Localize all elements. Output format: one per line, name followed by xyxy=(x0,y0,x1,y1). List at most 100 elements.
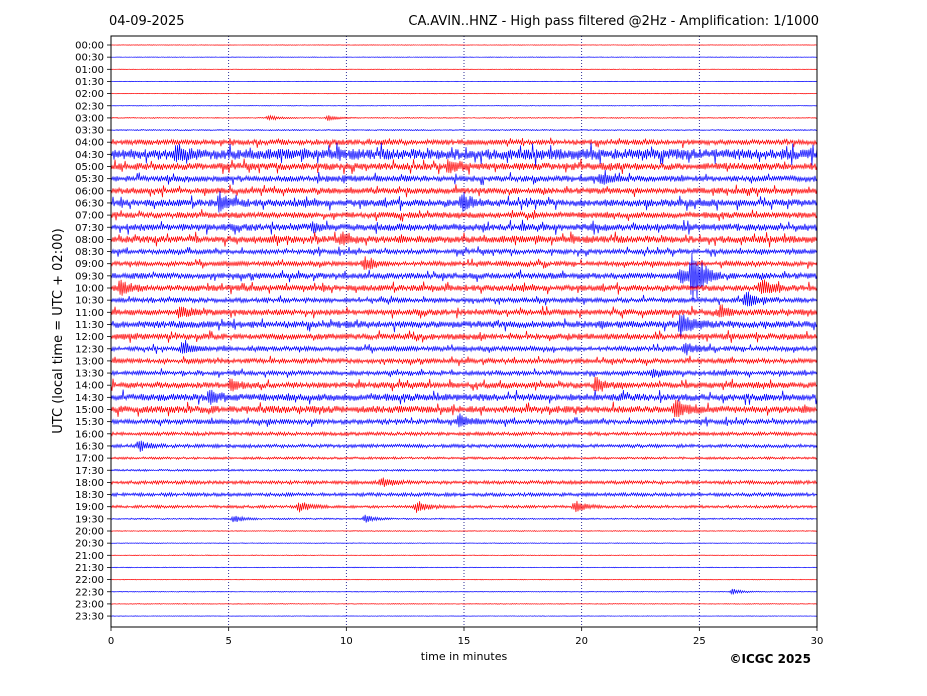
x-tick-label: 0 xyxy=(108,636,114,647)
trace-row-0330 xyxy=(110,128,818,132)
trace-row-1600 xyxy=(110,430,818,437)
date-label: 04-09-2025 xyxy=(109,14,185,29)
y-tick-label: 22:30 xyxy=(75,587,104,598)
trace-row-0800 xyxy=(110,231,818,248)
x-axis-label: time in minutes xyxy=(421,650,508,663)
y-tick-label: 20:30 xyxy=(75,539,104,550)
x-tick-label: 15 xyxy=(458,636,471,647)
trace-row-2100 xyxy=(110,554,818,557)
trace-row-0900 xyxy=(110,256,818,270)
x-tick-label: 20 xyxy=(575,636,588,647)
trace-row-1900 xyxy=(110,500,818,513)
y-tick-label: 00:30 xyxy=(75,53,104,64)
y-tick-label: 14:30 xyxy=(75,393,104,404)
trace-row-2030 xyxy=(110,542,818,544)
trace-row-0400 xyxy=(110,137,818,148)
y-tick-label: 10:30 xyxy=(75,296,104,307)
y-tick-label: 15:30 xyxy=(75,417,104,428)
copyright-label: ©ICGC 2025 xyxy=(729,652,811,666)
y-tick-label: 04:30 xyxy=(75,150,104,161)
x-tick-label: 5 xyxy=(225,636,231,647)
y-tick-label: 16:00 xyxy=(75,429,104,440)
trace-row-1000 xyxy=(110,279,818,296)
trace-row-1200 xyxy=(110,330,818,343)
y-tick-label: 05:30 xyxy=(75,174,104,185)
trace-row-1800 xyxy=(110,477,818,488)
chart-title: CA.AVIN..HNZ - High pass filtered @2Hz -… xyxy=(408,14,819,29)
y-tick-label: 21:00 xyxy=(75,551,104,562)
y-tick-label: 03:30 xyxy=(75,126,104,137)
x-tick-labels: 0 5 10 15 20 25 30 xyxy=(108,627,824,647)
trace-row-2300 xyxy=(110,603,818,605)
trace-row-1430 xyxy=(110,389,818,406)
trace-row-0600 xyxy=(110,184,818,198)
trace-row-1300 xyxy=(110,355,818,367)
trace-row-2200 xyxy=(110,578,818,581)
trace-row-2000 xyxy=(110,530,818,532)
y-tick-label: 12:00 xyxy=(75,332,104,343)
y-tick-label: 06:00 xyxy=(75,186,104,197)
y-tick-label: 22:00 xyxy=(75,575,104,586)
y-tick-label: 18:00 xyxy=(75,478,104,489)
trace-row-1930 xyxy=(110,514,818,523)
y-tick-label: 00:00 xyxy=(75,41,104,52)
y-tick-label: 02:00 xyxy=(75,89,104,100)
y-tick-label: 09:30 xyxy=(75,271,104,282)
y-tick-label: 17:30 xyxy=(75,466,104,477)
y-tick-label: 08:00 xyxy=(75,235,104,246)
y-tick-label: 16:30 xyxy=(75,441,104,452)
x-tick-label: 30 xyxy=(811,636,824,647)
y-tick-label: 11:00 xyxy=(75,308,104,319)
trace-row-0300 xyxy=(110,114,818,122)
y-tick-label: 01:30 xyxy=(75,77,104,88)
trace-row-0500 xyxy=(110,158,818,175)
y-tick-label: 18:30 xyxy=(75,490,104,501)
y-tick-label: 13:00 xyxy=(75,356,104,367)
trace-row-1530 xyxy=(110,413,818,428)
y-tick-label: 13:30 xyxy=(75,369,104,380)
y-tick-label: 12:30 xyxy=(75,344,104,355)
y-tick-label: 08:30 xyxy=(75,247,104,258)
y-tick-label: 14:00 xyxy=(75,381,104,392)
y-tick-label: 19:30 xyxy=(75,514,104,525)
trace-row-0530 xyxy=(110,169,818,186)
trace-row-2130 xyxy=(110,566,818,569)
y-tick-label: 01:00 xyxy=(75,65,104,76)
y-tick-label: 02:30 xyxy=(75,101,104,112)
y-tick-label: 07:30 xyxy=(75,223,104,234)
y-tick-label: 04:00 xyxy=(75,138,104,149)
trace-row-0700 xyxy=(110,209,818,222)
trace-row-2230 xyxy=(110,588,818,595)
y-axis-label: UTC (local time = UTC + 02:00) xyxy=(51,228,66,433)
trace-row-0430 xyxy=(110,142,818,167)
y-tick-label: 03:00 xyxy=(75,113,104,124)
y-tick-label: 23:00 xyxy=(75,599,104,610)
y-tick-label: 07:00 xyxy=(75,211,104,222)
trace-row-1730 xyxy=(110,468,818,472)
y-tick-label: 21:30 xyxy=(75,563,104,574)
trace-row-1400 xyxy=(110,376,818,392)
y-tick-label: 20:00 xyxy=(75,527,104,538)
vertical-grid xyxy=(228,36,700,627)
trace-row-1700 xyxy=(110,456,818,461)
x-tick-label: 10 xyxy=(340,636,353,647)
trace-row-1330 xyxy=(110,368,818,379)
trace-row-1630 xyxy=(110,440,818,452)
y-tick-label: 06:30 xyxy=(75,198,104,209)
trace-row-0930 xyxy=(110,252,818,300)
y-tick-label: 05:00 xyxy=(75,162,104,173)
y-tick-label: 17:00 xyxy=(75,454,104,465)
trace-row-1030 xyxy=(110,291,818,307)
y-tick-label: 10:00 xyxy=(75,284,104,295)
y-tick-label: 15:00 xyxy=(75,405,104,416)
plot-frame xyxy=(110,35,818,628)
trace-row-1230 xyxy=(110,339,818,356)
y-tick-label: 19:00 xyxy=(75,502,104,513)
trace-row-1100 xyxy=(110,304,818,319)
traces xyxy=(110,44,818,617)
trace-row-1830 xyxy=(110,491,818,498)
trace-row-1500 xyxy=(110,399,818,418)
trace-row-0830 xyxy=(110,246,818,257)
